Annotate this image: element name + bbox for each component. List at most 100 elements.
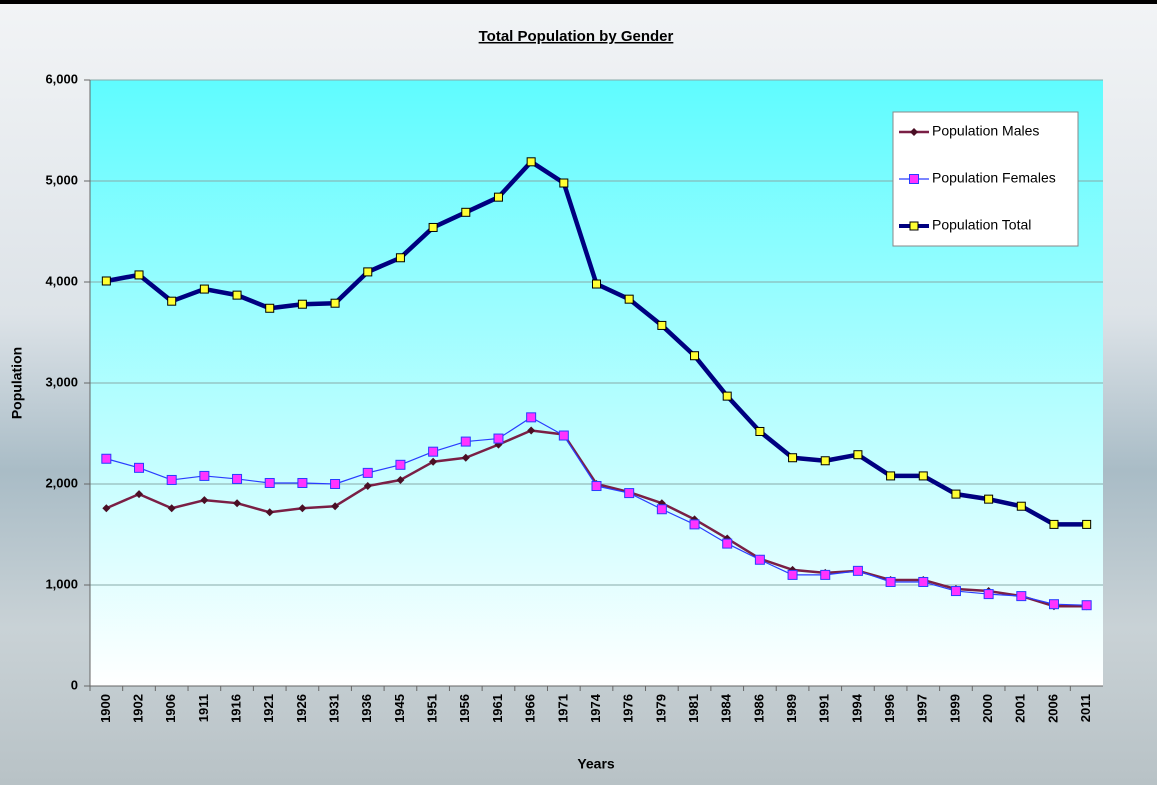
x-tick-label: 2000 (980, 694, 995, 723)
data-point (232, 473, 243, 484)
data-point (1082, 519, 1092, 529)
data-point (199, 284, 209, 294)
x-tick-label: 2011 (1078, 694, 1093, 722)
x-tick-label: 1902 (130, 694, 145, 723)
data-point (429, 457, 438, 466)
data-point (591, 481, 602, 492)
data-point (886, 471, 896, 481)
data-point (461, 207, 471, 217)
x-tick-label: 1991 (817, 694, 832, 723)
data-point (101, 276, 111, 286)
legend-label: Population Males (932, 123, 1039, 139)
x-tick-label: 1974 (588, 693, 603, 723)
data-point (755, 426, 765, 436)
x-tick-label: 1994 (849, 693, 864, 723)
data-point (428, 222, 438, 232)
data-point (233, 499, 242, 508)
x-tick-label: 1921 (261, 694, 276, 723)
legend-marker (909, 221, 919, 231)
data-point (264, 477, 275, 488)
data-point (592, 279, 601, 289)
chart-title: Total Population by Gender (479, 28, 674, 45)
data-point (363, 267, 373, 277)
x-tick-label: 1999 (947, 694, 962, 723)
x-tick-label: 1926 (294, 694, 309, 723)
data-point (918, 471, 928, 481)
x-tick-label: 1951 (425, 694, 440, 723)
data-point (265, 303, 275, 313)
x-tick-label: 1961 (490, 694, 505, 723)
data-point (493, 192, 503, 202)
top-border (0, 0, 1157, 4)
y-tick-label: 3,000 (45, 374, 78, 389)
data-point (754, 554, 765, 565)
x-tick-label: 1976 (621, 694, 636, 723)
data-point (788, 453, 798, 463)
x-tick-label: 1931 (327, 694, 342, 723)
data-point (852, 565, 863, 576)
data-point (853, 450, 863, 460)
x-tick-label: 1996 (882, 694, 897, 723)
data-point (428, 446, 439, 457)
data-point (297, 477, 308, 488)
y-tick-label: 4,000 (45, 273, 78, 288)
x-tick-label: 1900 (98, 694, 113, 723)
x-tick-label: 1945 (392, 694, 407, 723)
data-point (950, 586, 961, 597)
x-tick-label: 1984 (719, 693, 734, 723)
data-point (134, 462, 145, 473)
x-tick-label: 1956 (457, 694, 472, 723)
data-point (460, 436, 471, 447)
x-tick-label: 1906 (163, 694, 178, 723)
data-point (1081, 600, 1092, 611)
x-tick-label: 1911 (196, 694, 211, 722)
data-point (1016, 501, 1026, 511)
data-point (690, 351, 700, 361)
data-point (558, 430, 569, 441)
y-tick-label: 1,000 (45, 576, 78, 591)
x-tick-label: 1936 (359, 694, 374, 723)
data-point (330, 479, 341, 489)
data-point (624, 294, 634, 304)
data-point (984, 494, 994, 504)
data-point (722, 391, 732, 401)
data-point (983, 589, 994, 600)
data-point (1016, 591, 1027, 602)
data-point (167, 504, 176, 513)
data-point (657, 320, 667, 330)
y-tick-label: 6,000 (45, 71, 78, 86)
x-axis-title: Years (577, 756, 615, 772)
legend-label: Population Females (932, 170, 1056, 186)
data-point (331, 502, 340, 511)
x-tick-label: 1916 (228, 694, 243, 723)
data-point (787, 569, 798, 580)
y-tick-label: 5,000 (45, 172, 78, 187)
data-point (493, 433, 504, 444)
y-tick-label: 2,000 (45, 475, 78, 490)
data-point (265, 508, 274, 517)
x-tick-label: 1989 (784, 694, 799, 723)
x-tick-label: 1981 (686, 694, 701, 723)
data-point (1049, 519, 1059, 529)
legend-marker (910, 128, 918, 136)
x-tick-label: 1971 (555, 694, 570, 723)
data-point (395, 253, 405, 263)
x-tick-label: 1966 (523, 694, 538, 723)
data-point (951, 489, 961, 499)
data-point (363, 482, 372, 491)
data-point (820, 569, 831, 580)
data-point (298, 504, 307, 513)
data-point (135, 490, 144, 499)
x-tick-label: 1986 (751, 694, 766, 723)
data-point (689, 519, 700, 530)
data-point (167, 296, 177, 306)
data-point (362, 467, 373, 478)
data-point (526, 157, 536, 167)
data-point (527, 426, 536, 435)
data-point (101, 453, 112, 464)
data-point (200, 496, 209, 505)
x-tick-label: 1997 (915, 694, 930, 723)
data-point (297, 299, 307, 309)
